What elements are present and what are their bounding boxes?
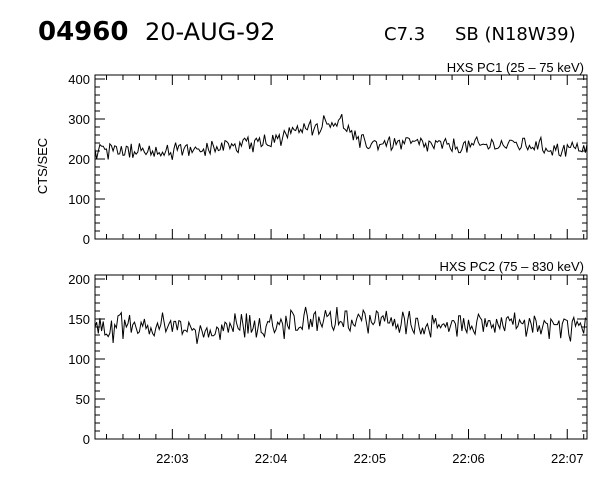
ytick-label: 0 <box>83 432 90 447</box>
panel-pc1: 0 100 200 300 400 <box>68 72 588 247</box>
ytick-label: 200 <box>68 152 90 167</box>
panel2-frame <box>94 274 588 440</box>
goes-class: C7.3 <box>384 24 425 45</box>
flare-location: SB (N18W39) <box>455 24 576 45</box>
ytick-label: 150 <box>68 312 90 327</box>
series-pc2-line <box>94 306 588 344</box>
ytick-label: 300 <box>68 112 90 127</box>
panel2-title: HXS PC2 (75 – 830 keV) <box>439 259 584 274</box>
panel-pc2: 0 50 100 150 200 22:03 22:04 22:05 22:06 22:07 <box>68 272 588 466</box>
ytick-label: 50 <box>76 392 90 407</box>
ytick-label: 200 <box>68 272 90 287</box>
panel1-ticks <box>95 75 587 240</box>
flare-id: 04960 <box>38 17 128 47</box>
panel2-ticks <box>95 275 587 440</box>
ytick-label: 100 <box>68 352 90 367</box>
panel1-ytick-labels: 0 100 200 300 400 <box>68 72 90 247</box>
ytick-label: 0 <box>83 232 90 247</box>
panel1-frame <box>94 74 588 240</box>
xtick-label: 22:03 <box>156 451 189 466</box>
panel2-xtick-labels: 22:03 22:04 22:05 22:06 22:07 <box>156 451 583 466</box>
xtick-label: 22:07 <box>551 451 584 466</box>
ytick-label: 100 <box>68 192 90 207</box>
flare-date: 20-AUG-92 <box>145 18 275 46</box>
xtick-label: 22:04 <box>255 451 288 466</box>
panel2-ytick-labels: 0 50 100 150 200 <box>68 272 90 447</box>
ytick-label: 400 <box>68 72 90 87</box>
y-axis-label: CTS/SEC <box>35 138 50 194</box>
panel1-title: HXS PC1 (25 – 75 keV) <box>447 60 584 75</box>
xtick-label: 22:06 <box>452 451 485 466</box>
series-pc1-line <box>94 114 588 160</box>
xtick-label: 22:05 <box>354 451 387 466</box>
